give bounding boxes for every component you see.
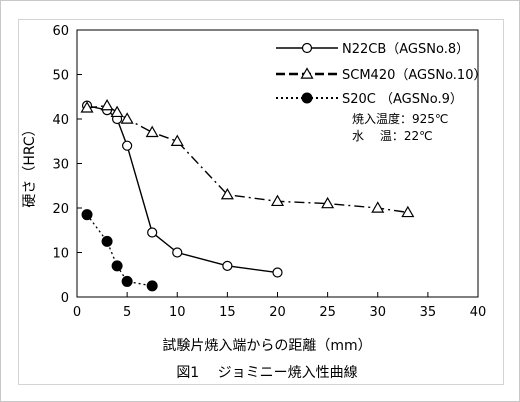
y-tick-label: 60	[52, 24, 69, 39]
series-2	[80, 98, 415, 218]
condition-note: 水 温：22℃	[352, 129, 433, 143]
legend-label: SCM420（AGSNo.10）	[342, 68, 486, 83]
y-tick-label: 40	[52, 113, 69, 128]
legend: N22CB（AGSNo.8） SCM420（AGSNo.10） S20C （AGSN…	[276, 42, 486, 107]
data-point	[80, 101, 94, 113]
data-point	[270, 194, 285, 207]
series-line	[86, 214, 153, 287]
x-tick-label: 5	[123, 305, 131, 320]
data-point	[120, 112, 134, 124]
figure-panel	[18, 19, 504, 385]
data-point	[146, 280, 158, 292]
data-point	[172, 247, 183, 258]
data-point	[145, 125, 159, 138]
data-point	[147, 227, 158, 238]
x-tick-label: 10	[169, 305, 186, 320]
legend-label: N22CB（AGSNo.8）	[342, 42, 469, 57]
data-point	[401, 205, 415, 218]
series-1	[81, 100, 283, 278]
data-point	[272, 267, 283, 278]
data-point	[100, 98, 114, 111]
x-tick-label: 40	[470, 305, 487, 320]
series-line	[86, 104, 278, 274]
x-tick-label: 20	[269, 305, 286, 320]
x-axis-title: 試験片焼入端からの距離（mm）	[162, 337, 371, 354]
condition-note: 焼入温度：925℃	[352, 111, 448, 126]
series-layer	[80, 98, 415, 292]
series-line	[86, 104, 408, 214]
data-point	[371, 201, 385, 213]
x-tick-label: 0	[73, 305, 81, 320]
x-tick-label: 30	[369, 305, 386, 320]
data-point	[81, 209, 93, 221]
y-tick-label: 20	[52, 202, 69, 217]
data-point	[222, 260, 233, 271]
y-tick-label: 0	[61, 291, 69, 306]
data-point	[110, 105, 124, 118]
data-point	[170, 134, 184, 146]
axis-ticks: 0 5 10 15 20 25 30 35 40 0 10 20 30 40 50 60	[52, 24, 486, 320]
x-tick-label: 35	[420, 305, 437, 320]
series-3	[81, 209, 158, 292]
legend-marker	[301, 42, 313, 54]
x-tick-label: 15	[219, 305, 236, 320]
annotations: 焼入温度：925℃ 水 温：22℃	[352, 111, 448, 143]
legend-marker	[301, 92, 313, 104]
data-point	[321, 196, 335, 209]
data-point	[220, 187, 234, 200]
x-tick-label: 25	[319, 305, 336, 320]
legend-label: S20C （AGSNo.9）	[342, 92, 463, 107]
y-axis-title: 硬さ（HRC）	[22, 122, 38, 207]
figure-caption: 図1 ジョミニー焼入性曲線	[176, 365, 357, 381]
y-tick-label: 10	[52, 247, 69, 262]
data-point	[111, 260, 123, 272]
legend-marker	[300, 67, 314, 79]
data-point	[101, 235, 113, 247]
y-tick-label: 50	[52, 69, 69, 84]
data-point	[121, 275, 133, 287]
y-tick-label: 30	[52, 158, 69, 173]
data-point	[122, 140, 133, 151]
